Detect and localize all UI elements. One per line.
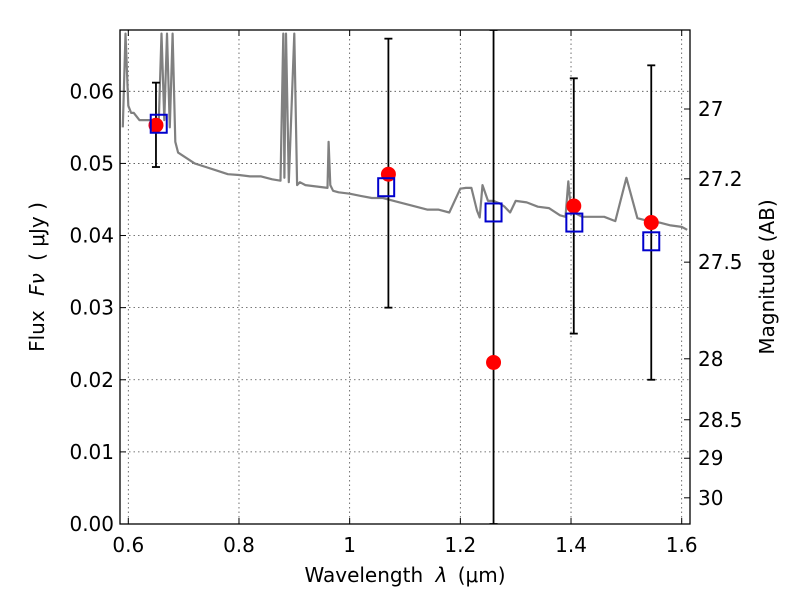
magnitude-tick-label: 28.5 <box>698 408 743 432</box>
observed-flux-point <box>148 117 164 133</box>
observed-flux-point <box>566 198 582 214</box>
sed-model-curve <box>121 32 688 231</box>
x-tick-label: 1 <box>343 533 356 557</box>
x-tick-label: 1.6 <box>666 533 698 557</box>
errorbar-layer <box>151 30 656 524</box>
magnitude-tick-label: 27.5 <box>698 250 743 274</box>
observed-flux-point <box>643 215 659 231</box>
magnitude-tick-label: 27 <box>698 97 723 121</box>
model-flux-square <box>565 212 584 233</box>
observed-flux-point <box>486 354 502 370</box>
model-flux-square <box>149 113 168 134</box>
magnitude-tick-label: 27.2 <box>698 167 743 191</box>
model-flux-square <box>642 231 661 252</box>
y-axis-ticks: 0.00 0.01 0.02 0.03 0.04 0.05 0.06 <box>69 79 126 536</box>
x-axis-title: Wavelength λ (μm) <box>304 563 505 587</box>
grid-lines <box>120 30 690 525</box>
magnitude-axis-ticks: 27 27.2 27.5 28 28.5 29 30 <box>684 97 743 510</box>
x-tick-label: 0.6 <box>112 533 144 557</box>
magnitude-tick-label: 28 <box>698 347 723 371</box>
x-axis-ticks: 0.6 0.8 1 1.2 1.4 1.6 <box>112 30 698 557</box>
model-flux-square <box>377 177 396 198</box>
y-tick-label: 0.04 <box>69 224 114 248</box>
y-tick-label: 0.00 <box>69 512 114 536</box>
x-tick-label: 1.4 <box>555 533 587 557</box>
magnitude-axis-title: Magnitude (AB) <box>755 199 779 354</box>
x-tick-label: 1.2 <box>444 533 476 557</box>
model-points-layer <box>149 113 661 252</box>
observed-points-layer <box>148 117 659 370</box>
y-tick-label: 0.02 <box>69 368 114 392</box>
y-axis-title: Flux Fν ( μJy ) <box>25 202 49 352</box>
y-tick-label: 0.03 <box>69 296 114 320</box>
plot-frame <box>119 29 691 525</box>
sed-curve-layer <box>121 32 688 231</box>
y-tick-label: 0.06 <box>69 79 114 103</box>
model-flux-square <box>484 202 503 223</box>
magnitude-tick-label: 30 <box>698 486 723 510</box>
y-tick-label: 0.01 <box>69 440 114 464</box>
magnitude-tick-label: 29 <box>698 446 723 470</box>
y-tick-label: 0.05 <box>69 151 114 175</box>
x-tick-label: 0.8 <box>223 533 255 557</box>
